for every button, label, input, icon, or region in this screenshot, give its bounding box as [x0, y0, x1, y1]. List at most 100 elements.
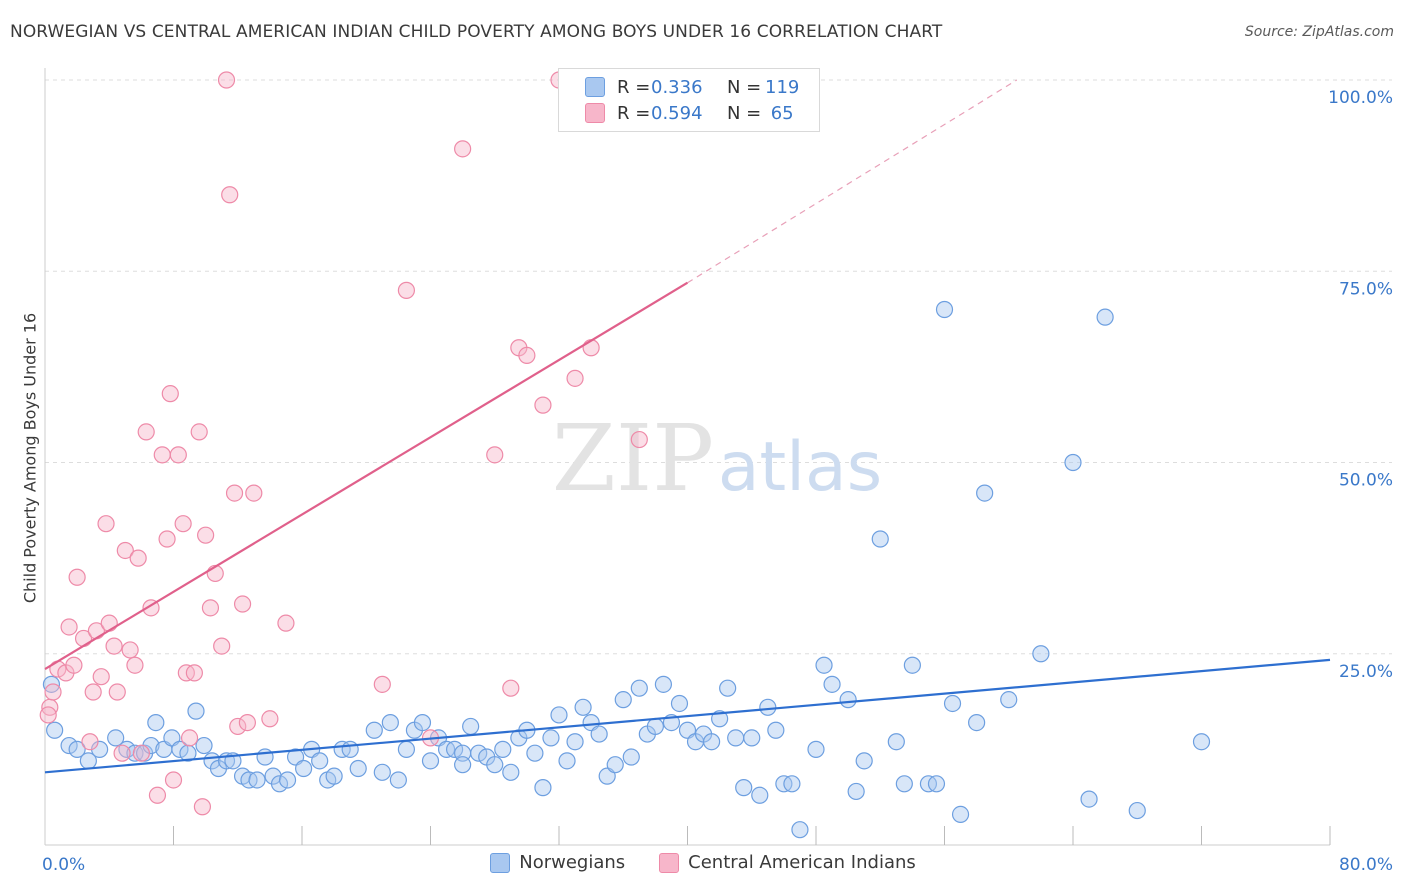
n-label: N = — [727, 102, 762, 124]
data-point — [311, 752, 329, 770]
data-point — [349, 759, 367, 778]
data-point — [245, 484, 263, 502]
y-tick-label: 75.0% — [1339, 279, 1393, 299]
grid-lines — [45, 79, 1392, 655]
trend-line-central-american-indians — [44, 281, 689, 670]
data-point — [158, 530, 176, 548]
data-point — [855, 752, 873, 770]
data-point — [486, 756, 504, 774]
data-point — [277, 614, 295, 632]
data-point — [44, 683, 62, 701]
data-point — [389, 771, 407, 789]
data-point — [558, 752, 576, 770]
data-point — [164, 771, 183, 789]
data-point — [943, 694, 962, 713]
legend-label-norwegians: Norwegians — [519, 852, 626, 873]
data-point — [213, 637, 231, 655]
data-point — [1192, 733, 1211, 751]
data-point — [574, 698, 592, 716]
data-point — [221, 186, 239, 204]
data-point — [935, 300, 954, 319]
watermark-zip: ZIP — [552, 405, 714, 512]
data-point — [397, 281, 416, 299]
data-point — [968, 713, 986, 732]
y-tick-label: 100.0% — [1328, 88, 1393, 108]
data-point — [839, 691, 857, 709]
data-point — [534, 396, 552, 414]
data-point — [137, 423, 155, 441]
data-point — [261, 710, 279, 728]
data-point — [278, 771, 297, 789]
data-point — [759, 698, 777, 716]
y-tick-label: 50.0% — [1339, 471, 1393, 491]
data-point — [126, 656, 144, 674]
data-point — [107, 729, 125, 747]
n-value-norwegians: 119 — [765, 76, 800, 98]
pink-swatch-icon — [659, 852, 680, 873]
data-point — [100, 614, 118, 632]
data-point — [630, 679, 648, 697]
legend-item-central-american-indians: Central American Indians — [659, 852, 916, 873]
data-point — [566, 733, 584, 751]
data-point — [630, 430, 648, 449]
n-label: N = — [727, 76, 762, 98]
data-point — [295, 759, 313, 778]
data-point — [502, 763, 520, 781]
data-point — [238, 713, 256, 732]
data-point — [225, 484, 244, 502]
data-point — [190, 423, 208, 441]
data-point — [256, 748, 274, 766]
data-point — [187, 702, 205, 720]
data-point — [373, 675, 391, 693]
y-tick-label: 25.0% — [1339, 662, 1393, 682]
data-point — [1080, 790, 1098, 808]
data-point — [823, 675, 841, 693]
data-point — [161, 385, 179, 403]
data-point — [791, 821, 809, 839]
data-point — [518, 346, 536, 364]
data-point — [217, 71, 236, 89]
pink-swatch-icon — [585, 103, 605, 123]
data-point — [233, 595, 252, 613]
data-point — [542, 729, 560, 747]
data-point — [783, 775, 801, 793]
data-point — [60, 736, 78, 755]
data-point — [1032, 645, 1050, 663]
data-point — [590, 725, 608, 743]
data-point — [526, 744, 544, 762]
central-american-indians-points — [39, 71, 648, 816]
blue-swatch-icon — [585, 77, 605, 97]
data-point — [197, 526, 215, 544]
data-point — [46, 721, 64, 739]
data-point — [614, 691, 632, 709]
data-point — [719, 679, 737, 697]
data-point — [248, 771, 266, 789]
data-point — [815, 656, 833, 674]
data-point — [153, 446, 171, 464]
x-tick-label: 80.0% — [1339, 855, 1393, 875]
data-point — [976, 484, 994, 502]
data-point — [702, 733, 721, 751]
r-value-central-american-indians: 0.594 — [651, 102, 703, 124]
data-point — [81, 733, 99, 751]
data-point — [341, 740, 359, 758]
data-point — [1064, 453, 1082, 472]
data-point — [169, 446, 187, 464]
data-point — [582, 339, 600, 357]
data-point — [606, 756, 624, 774]
watermark-atlas: atlas — [718, 428, 882, 507]
data-point — [397, 740, 416, 758]
data-point — [174, 515, 192, 533]
r-value-norwegians: 0.336 — [651, 76, 703, 98]
data-point — [751, 786, 769, 804]
data-point — [454, 756, 472, 774]
data-point — [470, 744, 488, 762]
data-point — [147, 713, 165, 732]
data-point — [807, 740, 825, 758]
data-point — [670, 694, 689, 713]
tick-labels: 25.0% 50.0% 75.0% 100.0% 0.0% 80.0% — [42, 88, 1393, 875]
data-point — [646, 717, 664, 736]
data-point — [1096, 308, 1114, 326]
data-point — [270, 775, 289, 793]
